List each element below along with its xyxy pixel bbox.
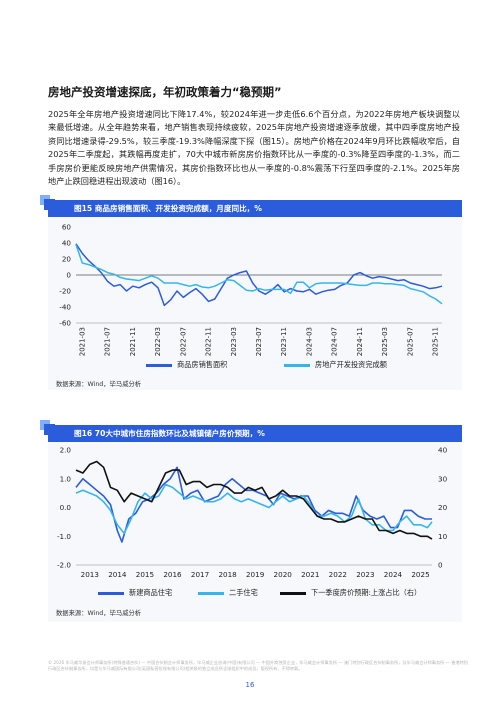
x-tick-label: 2023: [356, 570, 374, 579]
x-tick-label: 2024: [384, 570, 403, 579]
x-tick-label: 2023-07: [255, 327, 263, 356]
x-tick-label: 2022-03: [154, 327, 162, 356]
chart-16: -2.0 -1.0 0.0 1.0 2.0 0 10 20 30 40 2013 2014 2015 20…: [57, 446, 448, 580]
figure-16-source: 数据来源：Wind，毕马威分析: [56, 610, 142, 617]
series-line-1: [75, 483, 433, 535]
legend-label: 二手住宅: [229, 588, 258, 597]
x-tick-label: 2023-11: [280, 327, 288, 356]
legend-label: 下一季度房价预期:上涨占比（右）: [311, 588, 422, 597]
x-tick-label: 2025: [411, 570, 429, 579]
chart-15-legend-item-0: 商品房销售面积: [146, 360, 227, 370]
chart-16-legend-item-2: 下一季度房价预期:上涨占比（右）: [280, 588, 421, 598]
x-tick-label: 2022-07: [179, 327, 187, 356]
figure-16: 图16 70大中城市住房指数环比及城镇储户房价预期，% -2.0 -1.0 0.0 1…: [40, 420, 462, 622]
y2-tick-label: 10: [438, 532, 448, 541]
figure-16-title: 图16 70大中城市住房指数环比及城镇储户房价预期，%: [74, 429, 265, 438]
chart-16-legend-item-0: 新建商品住宅: [98, 588, 172, 598]
figure-15: 图15 商品房销售面积、开发投资完成额，月度同比，% -60 -40 -20 0 20 4…: [40, 195, 462, 390]
figure-corner-icon: [40, 195, 55, 210]
x-tick-label: 2025-07: [406, 327, 414, 356]
chart-15: -60 -40 -20 0 20 40 60 2021-03 2021-07 2021-11 202…: [59, 223, 443, 356]
x-tick-label: 2023-03: [230, 327, 238, 356]
x-tick-label: 2013: [81, 570, 99, 579]
x-tick-label: 2022-11: [205, 327, 213, 356]
y-tick-label: 40: [62, 239, 72, 248]
figure-15-header: 图15 商品房销售面积、开发投资完成额，月度同比，%: [40, 195, 462, 217]
y-tick-label: 0: [66, 271, 71, 280]
x-tick-label: 2025-11: [432, 327, 440, 356]
legend-label: 新建商品住宅: [129, 588, 173, 597]
page-number: 16: [245, 681, 255, 689]
x-tick-label: 2019: [246, 570, 265, 579]
y-tick-label: 2.0: [60, 446, 72, 455]
y-tick-label: -1.0: [57, 532, 71, 541]
legend-label: 商品房销售面积: [177, 360, 228, 369]
section-paragraph: 2025年全年房地产投资增速同比下降17.4%，较2024年进一步走低6.6个百…: [48, 109, 460, 187]
x-tick-label: 2025-03: [381, 327, 389, 356]
x-tick-label: 2024-11: [356, 327, 364, 356]
figure-15-body: -60 -40 -20 0 20 40 60 2021-03 2021-07 2021-11 202…: [48, 217, 462, 390]
x-tick-label: 2017: [191, 570, 209, 579]
x-tick-label: 2024-03: [305, 327, 313, 356]
x-tick-label: 2021-03: [78, 327, 86, 356]
x-tick-label: 2022: [329, 570, 347, 579]
x-tick-label: 2015: [136, 570, 154, 579]
legend-swatch: [98, 591, 124, 595]
x-tick-label: 2021-07: [104, 327, 112, 356]
x-tick-label: 2021-11: [129, 327, 137, 356]
y-tick-label: 20: [62, 255, 72, 264]
y-tick-label: 1.0: [60, 474, 72, 483]
y2-tick-label: 20: [438, 503, 448, 512]
y2-tick-label: 0: [438, 561, 443, 570]
x-tick-label: 2014: [108, 570, 127, 579]
figure-15-source: 数据来源：Wind，毕马威分析: [56, 381, 142, 388]
y-tick-label: 0.0: [60, 503, 72, 512]
x-tick-label: 2021: [301, 570, 319, 579]
y-tick-label: 60: [62, 223, 72, 232]
figure-16-header: 图16 70大中城市住房指数环比及城镇储户房价预期，%: [40, 420, 462, 442]
y2-tick-label: 30: [438, 474, 448, 483]
chart-16-legend-item-1: 二手住宅: [198, 588, 258, 598]
figure-15-title: 图15 商品房销售面积、开发投资完成额，月度同比，%: [74, 204, 262, 213]
series-line-1: [75, 244, 443, 305]
section-title: 房地产投资增速探底，年初政策着力“稳预期”: [48, 85, 282, 99]
series-line-0: [75, 243, 443, 307]
x-tick-label: 2018: [218, 570, 237, 579]
legend-swatch: [198, 591, 224, 595]
x-tick-label: 2020: [274, 570, 293, 579]
y-tick-label: -2.0: [57, 561, 71, 570]
figure-corner-icon: [40, 420, 55, 435]
y-tick-label: -60: [59, 319, 71, 328]
y-tick-label: -20: [59, 287, 71, 296]
legend-swatch: [284, 363, 310, 367]
x-tick-label: 2016: [163, 570, 182, 579]
legend-swatch: [146, 363, 172, 367]
figure-16-body: -2.0 -1.0 0.0 1.0 2.0 0 10 20 30 40 2013 2014 2015 20…: [48, 442, 462, 622]
x-tick-label: 2024-07: [331, 327, 339, 356]
y2-tick-label: 40: [438, 446, 448, 455]
footer-fine-print: © 2026 毕马威华振会计师事务所(特殊普通合伙) — 中国合伙制会计师事务所…: [48, 660, 468, 671]
legend-label: 房地产开发投资完成额: [315, 360, 387, 369]
legend-swatch: [280, 591, 306, 595]
y-tick-label: -40: [59, 303, 71, 312]
chart-15-legend-item-1: 房地产开发投资完成额: [284, 360, 387, 370]
series-line-2: [75, 460, 433, 540]
